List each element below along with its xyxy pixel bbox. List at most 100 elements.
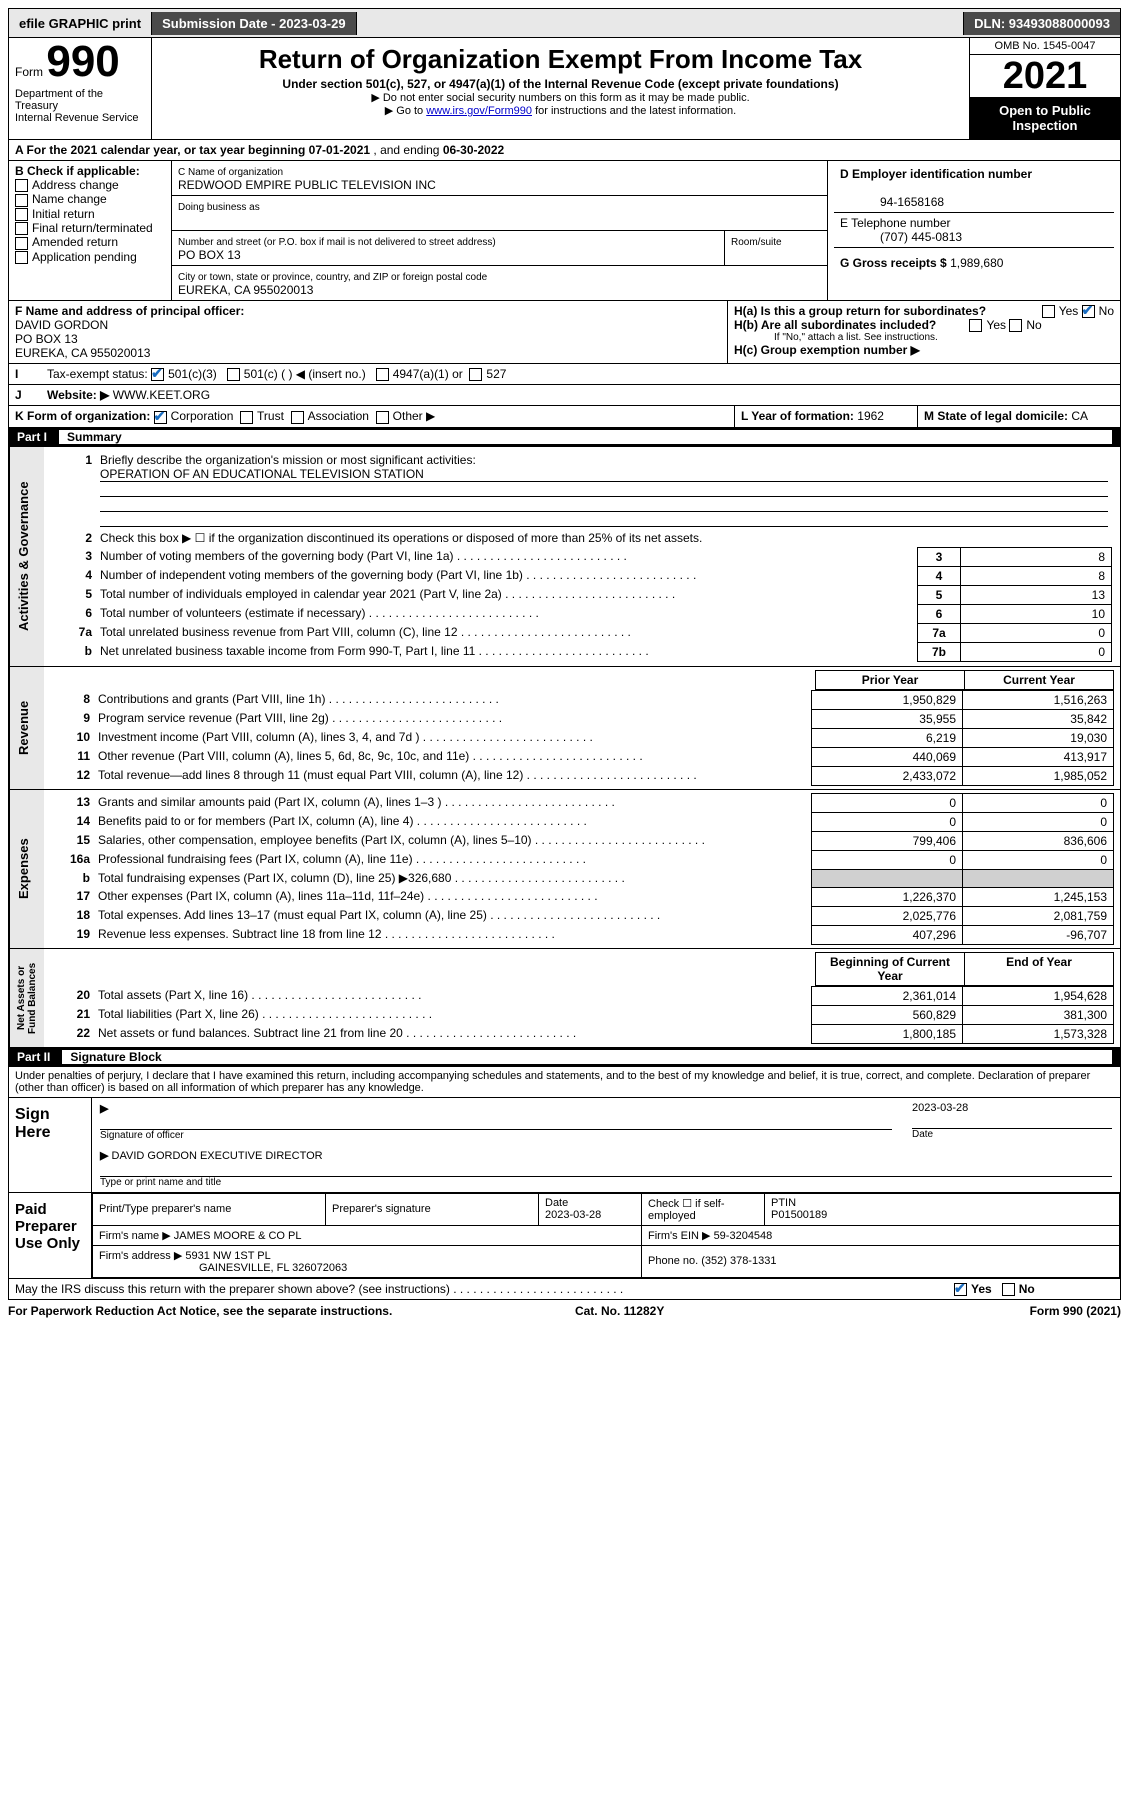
boxC-city-label: City or town, state or province, country…: [178, 272, 487, 283]
page-footer: For Paperwork Reduction Act Notice, see …: [8, 1300, 1121, 1318]
ha-no: No: [1099, 304, 1114, 318]
klm-row: K Form of organization: Corporation Trus…: [8, 406, 1121, 427]
summary-row-5: 5Total number of individuals employed in…: [52, 585, 1112, 604]
summary-row-6: 6Total number of volunteers (estimate if…: [52, 604, 1112, 623]
top-toolbar: efile GRAPHIC print Submission Date - 20…: [8, 8, 1121, 38]
boxL-label: L Year of formation:: [741, 409, 854, 423]
ha-no-check[interactable]: [1082, 305, 1095, 318]
boxI-label: Tax-exempt status:: [47, 367, 148, 381]
opt-trust: Trust: [257, 409, 284, 423]
check-trust[interactable]: [240, 411, 253, 424]
check-corp[interactable]: [154, 411, 167, 424]
tax-period-row: A For the 2021 calendar year, or tax yea…: [8, 140, 1121, 161]
hb-no: No: [1026, 318, 1041, 332]
discuss-yes: Yes: [971, 1282, 992, 1296]
line-17: 17Other expenses (Part IX, column (A), l…: [50, 887, 1114, 906]
boxF-label: F Name and address of principal officer:: [15, 304, 244, 318]
prep-sig-head: Preparer's signature: [326, 1193, 539, 1225]
check-527[interactable]: [469, 368, 482, 381]
opt-4947: 4947(a)(1) or: [393, 367, 463, 381]
footer-formref: Form 990 (2021): [1030, 1304, 1121, 1318]
hb-note: If "No," attach a list. See instructions…: [734, 332, 1114, 343]
line-13: 13Grants and similar amounts paid (Part …: [50, 793, 1114, 812]
boxM-label: M State of legal domicile:: [924, 409, 1068, 423]
opt-corp: Corporation: [171, 409, 234, 423]
irs-link[interactable]: www.irs.gov/Form990: [426, 105, 532, 117]
check-name-change[interactable]: [15, 194, 28, 207]
mission-blank2: [100, 497, 1108, 512]
omb-number: OMB No. 1545-0047: [970, 38, 1120, 55]
efile-print-button[interactable]: efile GRAPHIC print: [9, 12, 152, 35]
hc-label: H(c) Group exemption number ▶: [734, 343, 920, 357]
discuss-no-check[interactable]: [1002, 1283, 1015, 1296]
check-501c3[interactable]: [151, 368, 164, 381]
check-app-pending[interactable]: [15, 251, 28, 264]
check-4947[interactable]: [376, 368, 389, 381]
goto-prefix: ▶ Go to: [385, 105, 426, 117]
sign-here-label: Sign Here: [9, 1098, 92, 1192]
boxC-dba-label: Doing business as: [178, 202, 260, 213]
firm-phone-label: Phone no.: [648, 1255, 698, 1267]
part2-num: Part II: [17, 1050, 62, 1064]
prior-year-head: Prior Year: [816, 670, 965, 689]
prep-self-employed: Check ☐ if self-employed: [642, 1193, 765, 1225]
org-street: PO BOX 13: [178, 248, 241, 262]
check-amended[interactable]: [15, 237, 28, 250]
ssn-warning: ▶ Do not enter social security numbers o…: [160, 91, 961, 104]
expenses-block: Expenses 13Grants and similar amounts pa…: [8, 790, 1121, 949]
prep-name-head: Print/Type preparer's name: [93, 1193, 326, 1225]
l2-text: Check this box ▶ ☐ if the organization d…: [96, 529, 1112, 547]
sig-officer-line: Signature of officer: [100, 1129, 892, 1141]
line-16a: 16aProfessional fundraising fees (Part I…: [50, 850, 1114, 869]
boxB-label: B Check if applicable:: [15, 164, 140, 178]
open-public-badge: Open to Public Inspection: [970, 97, 1120, 139]
discuss-text: May the IRS discuss this return with the…: [15, 1282, 450, 1296]
firm-name: JAMES MOORE & CO PL: [174, 1230, 302, 1242]
hb-yes-check[interactable]: [969, 319, 982, 332]
check-501c[interactable]: [227, 368, 240, 381]
ha-yes-check[interactable]: [1042, 305, 1055, 318]
submission-date: Submission Date - 2023-03-29: [152, 12, 357, 35]
footer-catno: Cat. No. 11282Y: [575, 1304, 664, 1318]
phone-value: (707) 445-0813: [840, 230, 962, 244]
website-value: WWW.KEET.ORG: [113, 388, 210, 402]
line-9: 9Program service revenue (Part VIII, lin…: [50, 709, 1114, 728]
ptin-value: P01500189: [771, 1209, 827, 1221]
discuss-yes-check[interactable]: [954, 1283, 967, 1296]
discuss-row: May the IRS discuss this return with the…: [8, 1279, 1121, 1300]
check-other[interactable]: [376, 411, 389, 424]
dept-treasury: Department of the Treasury Internal Reve…: [15, 82, 145, 124]
check-initial-return[interactable]: [15, 208, 28, 221]
footer-left: For Paperwork Reduction Act Notice, see …: [8, 1304, 392, 1318]
line-15: 15Salaries, other compensation, employee…: [50, 831, 1114, 850]
form-number: 990: [46, 37, 119, 86]
officer-addr: PO BOX 13: [15, 332, 78, 346]
check-final-return[interactable]: [15, 222, 28, 235]
hb-yes: Yes: [986, 318, 1006, 332]
period-begin: 07-01-2021: [309, 143, 370, 157]
dln-label: DLN: 93493088000093: [963, 12, 1120, 35]
ptin-head: PTIN: [771, 1197, 796, 1209]
state-domicile: CA: [1071, 409, 1088, 423]
officer-printed-name: DAVID GORDON EXECUTIVE DIRECTOR: [112, 1150, 323, 1162]
check-address-change[interactable]: [15, 179, 28, 192]
summary-row-4: 4Number of independent voting members of…: [52, 566, 1112, 585]
form-word: Form: [15, 65, 43, 79]
discuss-no: No: [1019, 1282, 1035, 1296]
line-18: 18Total expenses. Add lines 13–17 (must …: [50, 906, 1114, 925]
current-year-head: Current Year: [965, 670, 1114, 689]
boxD-label: D Employer identification number: [840, 167, 1032, 181]
room-suite-label: Room/suite: [731, 237, 782, 248]
firm-addr-label: Firm's address ▶: [99, 1250, 182, 1262]
opt-app-pending: Application pending: [32, 250, 137, 264]
boxJ-label: Website: ▶: [47, 388, 109, 402]
line-20: 20Total assets (Part X, line 16)2,361,01…: [50, 986, 1114, 1005]
hb-no-check[interactable]: [1009, 319, 1022, 332]
firm-ein-label: Firm's EIN ▶: [648, 1230, 711, 1242]
perjury-declaration: Under penalties of perjury, I declare th…: [8, 1067, 1121, 1098]
org-name: REDWOOD EMPIRE PUBLIC TELEVISION INC: [178, 178, 436, 192]
check-assoc[interactable]: [291, 411, 304, 424]
opt-527: 527: [486, 367, 506, 381]
line-19: 19Revenue less expenses. Subtract line 1…: [50, 925, 1114, 944]
mission-text: OPERATION OF AN EDUCATIONAL TELEVISION S…: [100, 467, 1108, 482]
